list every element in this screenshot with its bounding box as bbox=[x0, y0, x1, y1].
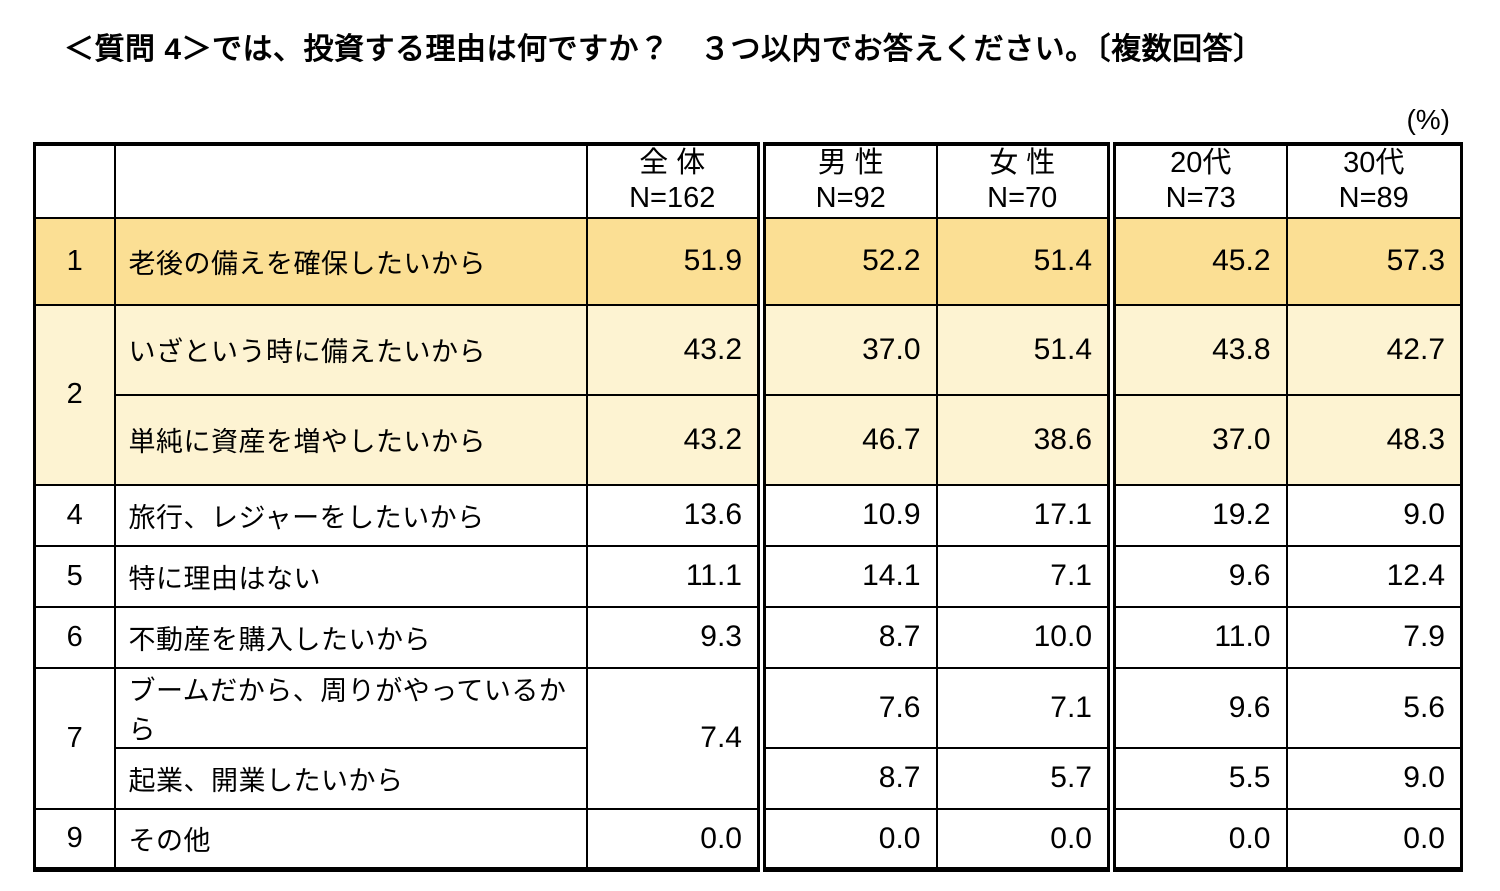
cell-value-20s: 19.2 bbox=[1107, 483, 1288, 547]
cell-value-20s: 5.5 bbox=[1107, 746, 1288, 810]
cell-value-female: 7.1 bbox=[935, 544, 1113, 608]
cell-value-30s: 42.7 bbox=[1285, 303, 1463, 396]
cell-value-male: 52.2 bbox=[757, 216, 938, 306]
cell-value-30s: 7.9 bbox=[1285, 605, 1463, 669]
cell-value-30s: 9.0 bbox=[1285, 746, 1463, 810]
cell-value-total: 51.9 bbox=[585, 216, 763, 306]
header-row: 全 体 N=162 男 性 N=92 女 性 N=70 20代 N=73 30代 bbox=[33, 143, 1463, 219]
cell-value-30s: 12.4 bbox=[1285, 544, 1463, 608]
corner-cell-label bbox=[113, 143, 588, 219]
cell-value-20s: 9.6 bbox=[1107, 544, 1288, 608]
col-label: 男 性 bbox=[817, 147, 884, 179]
cell-value-30s: 57.3 bbox=[1285, 216, 1463, 306]
cell-value-total: 11.1 bbox=[585, 544, 763, 608]
table-row-rank9: 9 その他 0.0 0.0 0.0 0.0 0.0 bbox=[33, 807, 1463, 871]
col-header-30s: 30代 N=89 bbox=[1285, 143, 1463, 219]
corner-cell-rank bbox=[33, 143, 116, 219]
table-row-rank2b: 単純に資産を増やしたいから 43.2 46.7 38.6 37.0 48.3 bbox=[34, 393, 1463, 486]
cell-rank: 4 bbox=[33, 483, 116, 547]
cell-reason-label: その他 bbox=[113, 807, 588, 871]
cell-value-female: 0.0 bbox=[935, 807, 1113, 871]
cell-value-male: 14.1 bbox=[757, 544, 938, 608]
question-title: ＜質問 4＞では、投資する理由は何ですか？ ３つ以内でお答えください。〔複数回答… bbox=[64, 33, 1264, 66]
col-label: 女 性 bbox=[989, 147, 1056, 179]
col-n: N=73 bbox=[1165, 182, 1236, 215]
col-label: 30代 bbox=[1343, 147, 1405, 179]
cell-value-total-merged: 7.4 bbox=[585, 666, 763, 810]
col-label: 20代 bbox=[1170, 147, 1232, 179]
cell-value-male: 8.7 bbox=[757, 746, 938, 810]
cell-reason-label: 老後の備えを確保したいから bbox=[113, 216, 588, 306]
cell-reason-label: 旅行、レジャーをしたいから bbox=[113, 483, 588, 547]
cell-value-male: 7.6 bbox=[757, 666, 938, 749]
cell-value-female: 38.6 bbox=[935, 393, 1113, 486]
col-header-total: 全 体 N=162 bbox=[585, 143, 763, 219]
cell-value-female: 10.0 bbox=[935, 605, 1113, 669]
cell-value-male: 46.7 bbox=[757, 393, 938, 486]
cell-value-total: 0.0 bbox=[585, 807, 763, 871]
col-n: N=89 bbox=[1338, 182, 1409, 215]
cell-value-20s: 45.2 bbox=[1107, 216, 1288, 306]
col-n: N=70 bbox=[987, 182, 1058, 215]
cell-value-male: 10.9 bbox=[757, 483, 938, 547]
survey-table: 全 体 N=162 男 性 N=92 女 性 N=70 20代 N=73 30代 bbox=[33, 142, 1463, 873]
cell-value-male: 0.0 bbox=[757, 807, 938, 871]
table-row-rank1: 1 老後の備えを確保したいから 51.9 52.2 51.4 45.2 57.3 bbox=[33, 216, 1463, 306]
cell-value-female: 7.1 bbox=[935, 666, 1113, 749]
cell-rank: 5 bbox=[33, 544, 116, 608]
cell-value-30s: 9.0 bbox=[1285, 483, 1463, 547]
col-header-20s: 20代 N=73 bbox=[1107, 143, 1288, 219]
cell-reason-label: ブームだから、周りがやっているから bbox=[113, 666, 588, 749]
cell-value-total: 43.2 bbox=[585, 393, 763, 486]
cell-value-female: 51.4 bbox=[935, 303, 1113, 396]
table-row-rank4: 4 旅行、レジャーをしたいから 13.6 10.9 17.1 19.2 9.0 bbox=[33, 483, 1463, 547]
cell-rank: 6 bbox=[33, 605, 116, 669]
cell-value-female: 5.7 bbox=[935, 746, 1113, 810]
cell-value-female: 51.4 bbox=[935, 216, 1113, 306]
unit-label: (%) bbox=[1406, 104, 1450, 135]
cell-reason-label: いざという時に備えたいから bbox=[113, 303, 588, 396]
table-row-rank6: 6 不動産を購入したいから 9.3 8.7 10.0 11.0 7.9 bbox=[33, 605, 1463, 669]
table-row-rank5: 5 特に理由はない 11.1 14.1 7.1 9.6 12.4 bbox=[33, 544, 1463, 608]
cell-value-30s: 5.6 bbox=[1285, 666, 1463, 749]
cell-rank-merged: 7 bbox=[33, 666, 116, 810]
cell-value-20s: 37.0 bbox=[1107, 393, 1288, 486]
cell-value-20s: 9.6 bbox=[1107, 666, 1288, 749]
cell-reason-label: 不動産を購入したいから bbox=[113, 605, 588, 669]
cell-value-30s: 48.3 bbox=[1285, 393, 1463, 486]
table-row-rank7b: 起業、開業したいから 8.7 5.7 5.5 9.0 bbox=[35, 746, 1463, 810]
cell-reason-label: 単純に資産を増やしたいから bbox=[113, 393, 588, 486]
cell-value-female: 17.1 bbox=[935, 483, 1113, 547]
cell-value-20s: 0.0 bbox=[1107, 807, 1288, 871]
cell-rank: 9 bbox=[33, 807, 116, 871]
col-label: 全 体 bbox=[639, 147, 706, 179]
col-header-male: 男 性 N=92 bbox=[757, 143, 938, 219]
cell-value-30s: 0.0 bbox=[1285, 807, 1463, 871]
col-header-female: 女 性 N=70 bbox=[935, 143, 1113, 219]
cell-value-20s: 43.8 bbox=[1107, 303, 1288, 396]
cell-rank-merged: 2 bbox=[33, 303, 116, 486]
cell-value-male: 8.7 bbox=[757, 605, 938, 669]
cell-value-20s: 11.0 bbox=[1107, 605, 1288, 669]
cell-value-total: 43.2 bbox=[585, 303, 763, 396]
cell-value-total: 9.3 bbox=[585, 605, 763, 669]
cell-value-total: 13.6 bbox=[585, 483, 763, 547]
table-row-rank7a: 7 ブームだから、周りがやっているから 7.4 7.6 7.1 9.6 5.6 bbox=[33, 666, 1463, 810]
table-row-rank2a: 2 いざという時に備えたいから 43.2 37.0 51.4 43.8 42.7 bbox=[33, 303, 1463, 486]
cell-value-male: 37.0 bbox=[757, 303, 938, 396]
document-page: ＜質問 4＞では、投資する理由は何ですか？ ３つ以内でお答えください。〔複数回答… bbox=[33, 33, 1463, 873]
cell-rank: 1 bbox=[33, 216, 116, 306]
cell-reason-label: 起業、開業したいから bbox=[113, 746, 588, 810]
col-n: N=162 bbox=[629, 182, 716, 215]
cell-reason-label: 特に理由はない bbox=[113, 544, 588, 608]
col-n: N=92 bbox=[815, 182, 886, 215]
